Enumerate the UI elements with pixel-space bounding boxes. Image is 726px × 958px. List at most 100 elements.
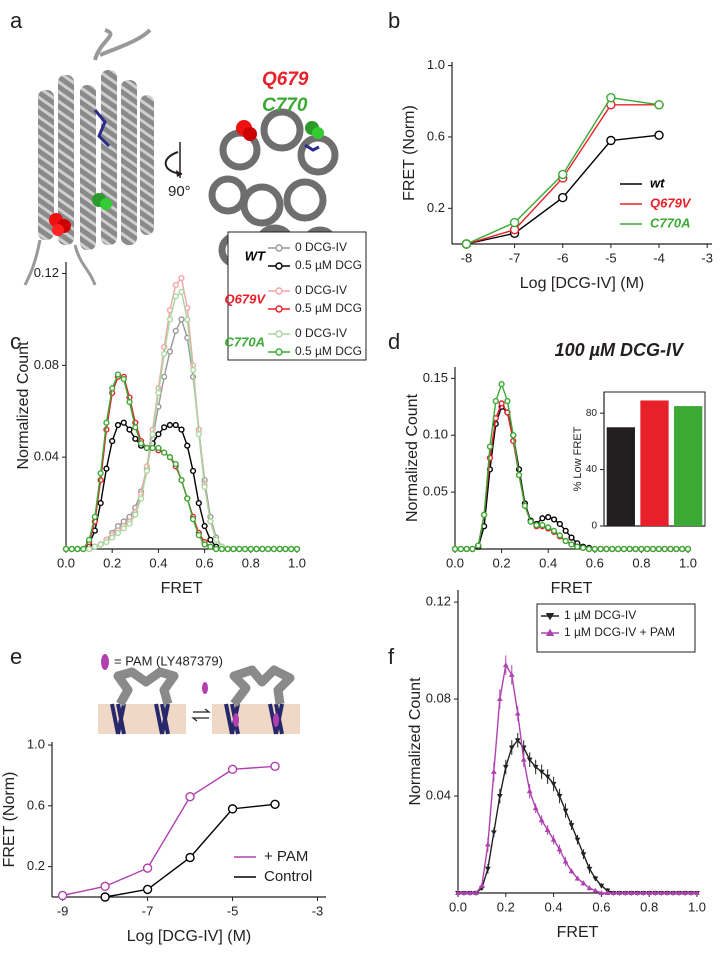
receptor-ecd	[113, 667, 179, 707]
loop	[93, 28, 152, 61]
legend-marker	[275, 262, 283, 270]
marker	[85, 536, 93, 543]
marker	[598, 883, 605, 889]
marker	[184, 442, 191, 449]
marker	[527, 518, 534, 525]
marker	[568, 823, 575, 829]
marker	[592, 876, 599, 882]
marker	[120, 419, 127, 426]
helix-ring	[240, 183, 284, 227]
x-axis-label: Log [DCG-IV] (M)	[127, 928, 251, 945]
marker	[91, 543, 98, 550]
marker	[568, 541, 575, 548]
legend-label: + PAM	[264, 848, 308, 865]
marker	[161, 449, 168, 456]
helix	[140, 95, 154, 235]
y-axis-label: Normalized Count	[404, 393, 421, 522]
marker	[149, 431, 156, 438]
marker	[97, 499, 104, 507]
marker	[109, 534, 116, 541]
marker	[143, 467, 150, 475]
x-axis-label: FRET	[551, 580, 593, 597]
marker	[628, 890, 635, 896]
marker	[62, 545, 70, 553]
marker	[172, 421, 179, 429]
marker	[57, 890, 68, 901]
panel-label: e	[10, 644, 22, 669]
marker	[670, 890, 676, 896]
marker	[161, 424, 168, 431]
marker	[490, 830, 497, 836]
x-tick-label: 0.8	[242, 555, 260, 570]
marker	[132, 435, 139, 442]
helix-ring	[283, 178, 327, 222]
x-tick-label: -3	[701, 250, 713, 265]
marker	[132, 424, 139, 431]
legend-marker	[275, 348, 283, 356]
x-tick-label: 0.4	[539, 555, 557, 570]
marker	[620, 545, 628, 553]
marker	[532, 805, 539, 811]
marker	[155, 444, 162, 452]
marker	[515, 471, 523, 479]
marker	[276, 545, 283, 553]
marker	[172, 281, 179, 289]
marker	[580, 852, 587, 858]
marker	[461, 239, 472, 249]
x-tick-label: 0.6	[196, 555, 214, 570]
marker	[496, 794, 503, 799]
marker	[550, 836, 557, 842]
marker	[574, 875, 581, 881]
series-line	[104, 803, 276, 898]
residue-sphere	[243, 127, 257, 141]
legend-label: 0.5 µM DCG	[295, 344, 362, 358]
marker	[682, 890, 688, 896]
marker	[610, 890, 617, 896]
marker	[473, 890, 479, 896]
x-tick-label: -4	[653, 250, 665, 265]
x-tick-label: 0.0	[57, 555, 75, 570]
marker	[149, 444, 156, 452]
x-tick-label: 0.4	[149, 555, 167, 570]
marker	[603, 545, 610, 553]
y-tick-label: 0.2	[427, 200, 445, 215]
marker	[207, 518, 214, 525]
x-axis-label: Log [DCG-IV] (M)	[520, 275, 644, 292]
marker	[224, 545, 231, 553]
x-tick-label: 0.8	[632, 555, 650, 570]
marker	[178, 274, 185, 282]
marker	[654, 100, 664, 110]
legend-group: C770A	[225, 334, 265, 349]
marker	[213, 536, 220, 543]
marker	[114, 371, 122, 378]
ligand	[93, 109, 111, 148]
legend-marker	[545, 613, 555, 621]
marker	[514, 738, 521, 744]
legend-label: 1 µM DCG-IV	[564, 608, 636, 622]
legend-label: 0 DCG-IV	[295, 240, 347, 254]
residue-sphere	[52, 224, 64, 236]
legend-label: 0 DCG-IV	[295, 283, 347, 297]
chart-title: 100 µM DCG-IV	[555, 340, 685, 360]
legend-label: C770A	[650, 215, 690, 230]
structure-side-view	[23, 28, 154, 286]
marker	[230, 545, 237, 553]
marker	[538, 769, 545, 775]
legend-marker	[275, 287, 283, 295]
helix	[38, 90, 54, 240]
marker	[282, 545, 289, 553]
marker	[556, 520, 563, 528]
marker	[484, 841, 491, 847]
marker	[109, 385, 116, 392]
marker	[184, 495, 191, 502]
marker	[526, 788, 533, 794]
marker	[100, 892, 110, 902]
x-tick-label: -5	[605, 250, 617, 265]
marker	[508, 671, 515, 677]
marker	[103, 539, 110, 546]
marker	[85, 545, 93, 553]
marker	[227, 764, 238, 775]
marker	[484, 866, 491, 872]
marker	[91, 513, 98, 520]
marker	[486, 443, 494, 450]
